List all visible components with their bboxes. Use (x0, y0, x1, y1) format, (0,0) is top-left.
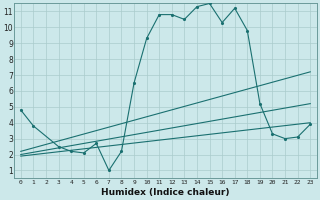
X-axis label: Humidex (Indice chaleur): Humidex (Indice chaleur) (101, 188, 230, 197)
